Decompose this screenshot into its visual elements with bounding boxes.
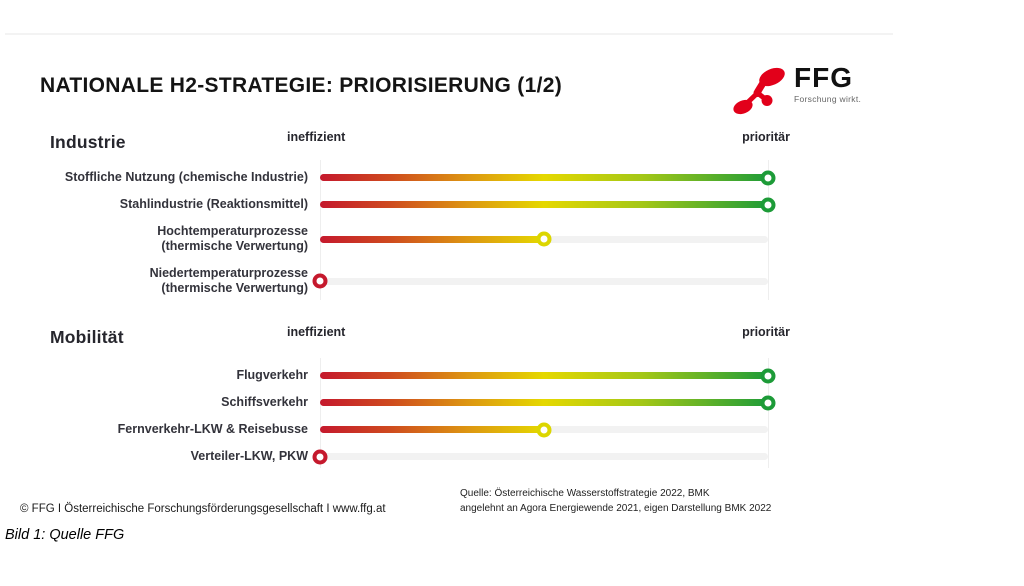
track-background [320,277,768,285]
row-label: Fernverkehr-LKW & Reisebusse [117,422,308,436]
row-label: Verteiler-LKW, PKW [190,449,308,463]
section-title: Mobilität [50,327,124,347]
bar-marker-ring [536,422,552,437]
bar-fill [320,201,768,208]
bar-fill [320,235,544,243]
chart-row: Flugverkehr [40,362,790,389]
axis-end-gridline [768,358,769,468]
chart-row: Schiffsverkehr [40,389,790,416]
row-label: Hochtemperaturprozesse (thermische Verwer… [157,224,308,253]
chart-section-mobilitaet: Mobilität ineffizient prioritär Flugverk… [40,325,790,470]
chart-row: Stahlindustrie (Reaktionsmittel) [40,191,790,218]
bar-track [320,422,768,437]
bar-marker-ring [760,197,776,212]
row-label: Niedertemperaturprozesse (thermische Verw… [149,266,308,295]
ffg-logo-name: FFG [794,62,853,93]
row-label: Flugverkehr [236,368,308,382]
bar-track [312,449,768,464]
bar-marker-ring [312,273,328,289]
bar-marker-ring [760,368,776,383]
chart-rows: Stoffliche Nutzung (chemische Industrie)… [40,160,790,302]
axis-start-gridline [320,160,321,300]
row-label: Stahlindustrie (Reaktionsmittel) [119,197,308,211]
axis-end-gridline [768,160,769,300]
section-header: Industrie ineffizient prioritär [40,130,790,153]
scale-labels: ineffizient prioritär [287,325,790,343]
scale-max-label: prioritär [742,130,790,144]
bar-fill [320,399,768,406]
bar-track [320,170,776,185]
source-note: Quelle: Österreichische Wasserstoffstrat… [460,486,771,516]
bar-track [312,273,768,289]
bar-fill [320,426,544,433]
section-title: Industrie [50,132,126,152]
bar-track [320,395,776,410]
source-line-2: angelehnt an Agora Energiewende 2021, ei… [460,503,772,514]
bar-track [320,197,776,212]
ffg-logo: FFG Forschung wirkt. [733,64,861,116]
chart-section-industrie: Industrie ineffizient prioritär Stofflic… [40,130,790,302]
bar-marker-ring [536,231,552,247]
chart-row: Fernverkehr-LKW & Reisebusse [40,416,790,443]
source-line-1: Quelle: Österreichische Wasserstoffstrat… [460,488,710,499]
row-label: Stoffliche Nutzung (chemische Industrie) [64,170,308,184]
chart-row: Niedertemperaturprozesse (thermische Verw… [40,260,790,302]
ffg-logo-text: FFG Forschung wirkt. [794,64,861,104]
bar-fill [320,372,768,379]
chart-rows: Flugverkehr Schiffsverkehr Fernverkehr-LKW… [40,358,790,470]
scale-min-label: ineffizient [287,130,346,144]
bar-marker-ring [312,449,328,464]
bar-track [320,368,776,383]
bar-track [320,231,768,247]
track-background [320,453,768,460]
axis-start-gridline [320,358,321,468]
row-label: Schiffsverkehr [221,395,308,409]
scale-labels: ineffizient prioritär [287,130,790,148]
image-caption: Bild 1: Quelle FFG [5,527,125,543]
bar-fill [320,174,768,181]
scale-min-label: ineffizient [287,325,346,339]
chart-row: Verteiler-LKW, PKW [40,443,790,470]
chart-row: Hochtemperaturprozesse (thermische Verwer… [40,218,790,260]
page-title: NATIONALE H2-STRATEGIE: PRIORISIERUNG (1… [40,74,562,97]
section-header: Mobilität ineffizient prioritär [40,325,790,348]
bar-marker-ring [760,395,776,410]
image-top-border [5,33,893,35]
copyright-footer: © FFG I Österreichische Forschungsförder… [20,503,386,515]
bar-marker-ring [760,170,776,185]
ffg-molecule-icon [733,67,785,115]
chart-row: Stoffliche Nutzung (chemische Industrie) [40,164,790,191]
scale-max-label: prioritär [742,325,790,339]
ffg-logo-tagline: Forschung wirkt. [794,94,862,104]
